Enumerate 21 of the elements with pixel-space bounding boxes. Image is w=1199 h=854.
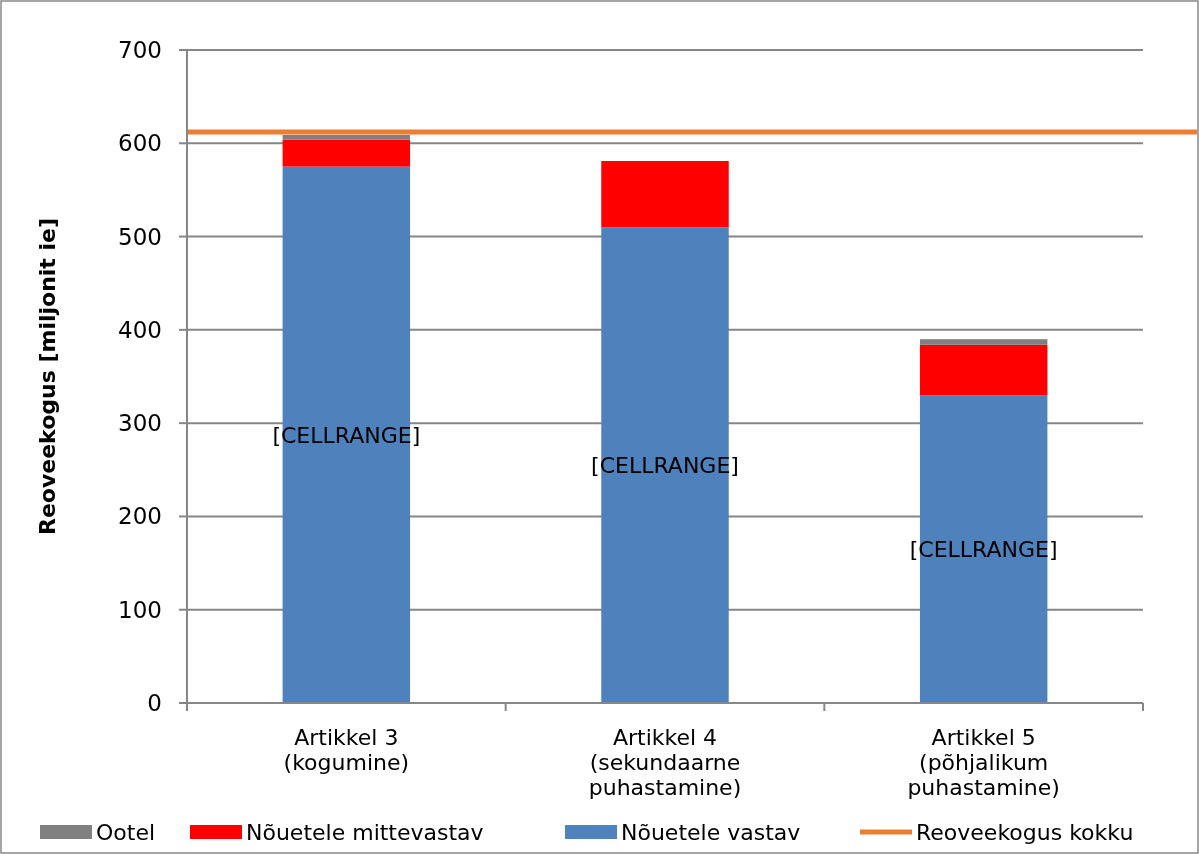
x-tick-label: Artikkel 4 (sekundaarne puhastamine) (588, 725, 742, 800)
y-tick-label: 700 (118, 37, 162, 64)
y-tick-label: 500 (118, 223, 162, 250)
x-tick-label: Artikkel 5 (põhjalikum puhastamine) (907, 725, 1060, 800)
bar (601, 161, 729, 228)
y-tick-label: 600 (118, 130, 162, 157)
y-tick-label: 0 (147, 690, 162, 717)
y-tick-label: 400 (118, 316, 162, 343)
y-tick-label: 100 (118, 596, 162, 623)
legend-label: Nõuetele mittevastav (246, 819, 484, 845)
legend-label: Nõuetele vastav (621, 819, 801, 845)
bar (919, 339, 1048, 345)
y-tick-label: 200 (118, 503, 162, 530)
bar (282, 139, 411, 167)
bar (919, 344, 1048, 396)
x-tick-label: Artikkel 3 (kogumine) (283, 725, 410, 775)
legend-label: Ootel (96, 819, 156, 845)
bar (282, 134, 411, 140)
y-axis-title: Reoveekogus [miljonit ie] (35, 217, 60, 536)
legend-label: Reoveekogus kokku (916, 819, 1134, 845)
y-tick-label: 300 (118, 410, 162, 437)
